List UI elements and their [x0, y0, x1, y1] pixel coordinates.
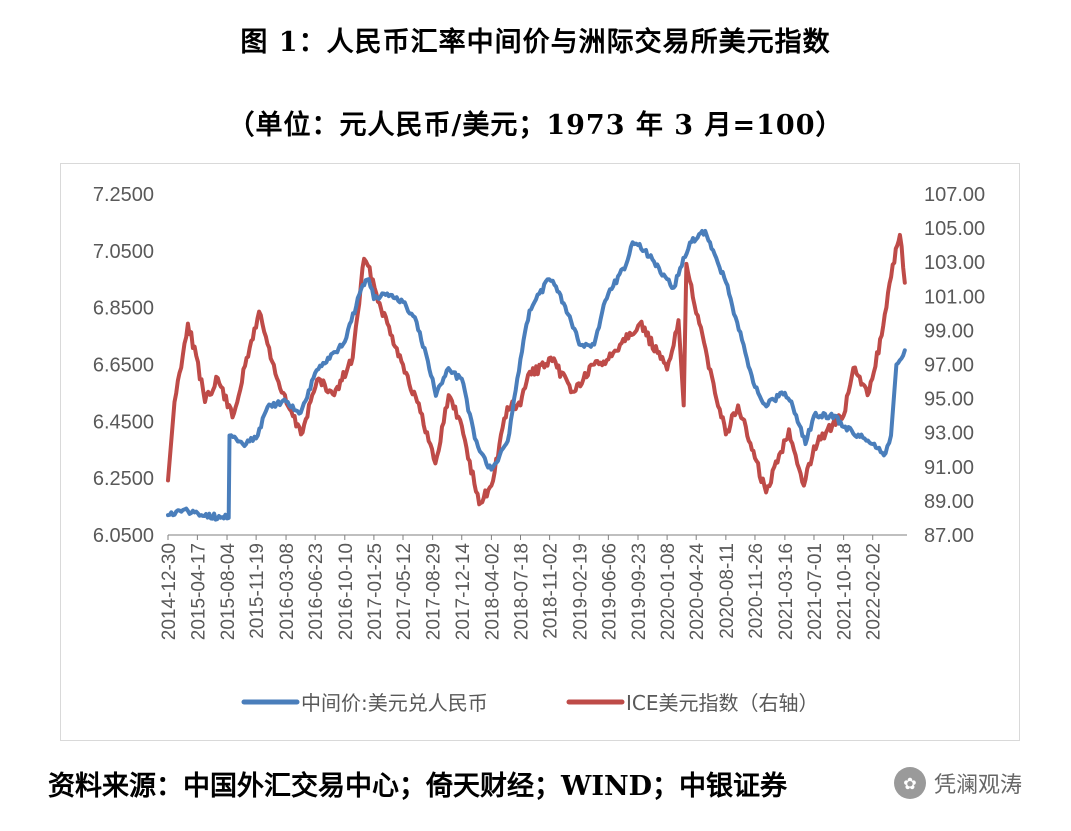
- source-note: 资料来源：中国外汇交易中心；倚天财经；WIND；中银证券: [48, 771, 788, 802]
- x-tick-label: 2019-06-06: [599, 543, 620, 640]
- x-tick-label: 2014-12-30: [159, 543, 180, 640]
- line-chart: 7.2500 7.0500 6.8500 6.6500 6.4500 6.2500 6.05…: [93, 184, 985, 715]
- x-tick-label: 2016-03-08: [277, 543, 298, 640]
- y-right-tick-label: 89.00: [924, 491, 974, 513]
- y-right-tick-label: 107.00: [924, 184, 985, 206]
- y-left-tick-label: 6.0500: [93, 525, 154, 547]
- series-line-cny: [166, 228, 907, 522]
- x-tick-label: 2020-01-08: [658, 543, 679, 640]
- x-tick-label: 2017-05-12: [394, 543, 415, 640]
- legend-label-cny: 中间价:美元兑人民币: [301, 691, 488, 715]
- y-right-tick-label: 99.00: [924, 320, 974, 342]
- chart-title: 图 1：人民币汇率中间价与洲际交易所美元指数: [240, 27, 831, 58]
- chart-subtitle: （单位：元人民币/美元；1973 年 3 月=100）: [227, 110, 844, 141]
- legend-label-dxy: ICE美元指数（右轴）: [626, 691, 819, 715]
- x-tick-label: 2017-12-14: [453, 543, 474, 641]
- y-right-tick-label: 95.00: [924, 389, 974, 411]
- x-tick-label: 2021-07-01: [805, 543, 826, 640]
- y-right-tick-label: 103.00: [924, 252, 985, 274]
- x-tick-label: 2019-02-19: [570, 543, 591, 640]
- y-left-tick-label: 7.0500: [93, 241, 154, 263]
- x-tick-label: 2015-08-04: [218, 543, 239, 641]
- x-tick-label: 2018-04-02: [482, 543, 503, 640]
- x-tick-label: 2015-11-19: [247, 543, 268, 639]
- x-tick-label: 2021-03-16: [776, 543, 797, 640]
- x-tick-label: 2017-01-25: [365, 543, 386, 640]
- x-tick-label: 2018-11-02: [541, 543, 562, 639]
- y-left-tick-label: 6.8500: [93, 298, 154, 320]
- y-right-tick-label: 93.00: [924, 423, 974, 445]
- y-right-tick-label: 91.00: [924, 457, 974, 479]
- y-right-tick-label: 105.00: [924, 218, 985, 240]
- y-right-tick-label: 87.00: [924, 525, 974, 547]
- x-tick-label: 2019-09-23: [629, 543, 650, 640]
- watermark-text: 凭澜观涛: [934, 773, 1023, 798]
- x-tick-label: 2020-08-11: [717, 543, 738, 639]
- y-left-tick-label: 6.2500: [93, 468, 154, 490]
- chart-area: 7.2500 7.0500 6.8500 6.6500 6.4500 6.2500 6.05…: [60, 163, 1020, 741]
- x-tick-label: 2022-02-02: [864, 543, 885, 640]
- x-tick-label: 2015-04-17: [188, 543, 209, 640]
- x-tick-label: 2018-07-18: [512, 543, 533, 640]
- y-right-tick-label: 97.00: [924, 355, 974, 377]
- y-left-tick-label: 7.2500: [93, 184, 154, 206]
- y-left-tick-label: 6.6500: [93, 355, 154, 377]
- x-tick-label: 2017-08-29: [424, 543, 445, 640]
- watermark: ✿ 凭澜观涛: [888, 763, 1063, 803]
- wechat-icon: ✿: [894, 767, 926, 799]
- x-tick-label: 2021-10-18: [835, 543, 856, 640]
- x-tick-label: 2020-11-26: [746, 543, 767, 639]
- x-tick-label: 2016-10-10: [336, 543, 357, 640]
- series-line-dxy: [166, 232, 907, 507]
- x-tick-label: 2020-04-24: [687, 543, 708, 641]
- y-left-tick-label: 6.4500: [93, 411, 154, 433]
- y-right-tick-label: 101.00: [924, 286, 985, 308]
- x-tick-label: 2016-06-23: [306, 543, 327, 640]
